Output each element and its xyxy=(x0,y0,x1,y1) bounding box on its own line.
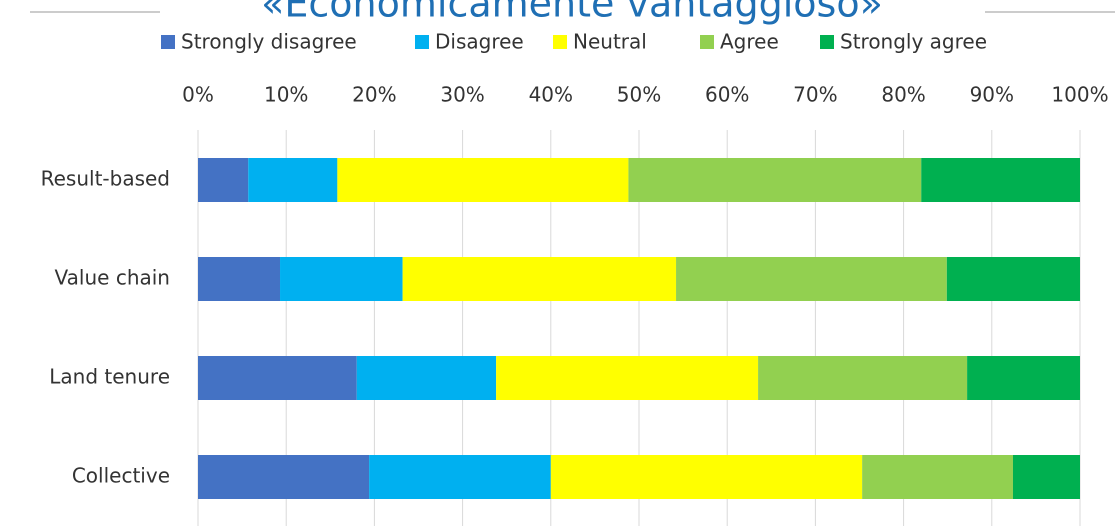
bar-segment xyxy=(198,356,357,400)
bar-segment xyxy=(921,158,1080,202)
bar-segment xyxy=(1012,455,1080,499)
legend-label: Strongly agree xyxy=(840,30,987,54)
x-tick-label: 100% xyxy=(1051,83,1108,107)
bar-segment xyxy=(676,257,947,301)
x-tick-label: 40% xyxy=(529,83,573,107)
bar-segment xyxy=(550,455,863,499)
legend-swatch xyxy=(161,35,175,49)
x-tick-label: 10% xyxy=(264,83,308,107)
y-tick-label: Value chain xyxy=(55,266,170,290)
x-tick-label: 0% xyxy=(182,83,214,107)
bar-segment xyxy=(198,158,249,202)
bar-segment xyxy=(356,356,497,400)
bar-segment xyxy=(198,257,281,301)
legend-swatch xyxy=(415,35,429,49)
bar-segment xyxy=(862,455,1013,499)
legend-swatch xyxy=(553,35,567,49)
bar-segment xyxy=(946,257,1080,301)
y-tick-label: Result-based xyxy=(41,167,170,191)
bar-segment xyxy=(628,158,922,202)
bar-segment xyxy=(967,356,1080,400)
chart-title: «Economicamente vantaggioso» xyxy=(261,0,883,26)
x-tick-label: 60% xyxy=(705,83,749,107)
x-tick-label: 50% xyxy=(617,83,661,107)
bar-segment xyxy=(402,257,677,301)
legend-swatch xyxy=(820,35,834,49)
bar-segment xyxy=(337,158,629,202)
legend-label: Strongly disagree xyxy=(181,30,357,54)
bar-segment xyxy=(496,356,759,400)
y-tick-label: Collective xyxy=(72,464,170,488)
bar-segment xyxy=(369,455,551,499)
x-tick-label: 30% xyxy=(440,83,484,107)
legend-label: Disagree xyxy=(435,30,524,54)
bar-segment xyxy=(280,257,403,301)
legend-label: Agree xyxy=(720,30,779,54)
bar-segment xyxy=(198,455,370,499)
x-tick-label: 90% xyxy=(970,83,1014,107)
x-tick-label: 20% xyxy=(352,83,396,107)
x-tick-label: 80% xyxy=(881,83,925,107)
y-tick-label: Land tenure xyxy=(49,365,170,389)
bar-segment xyxy=(758,356,968,400)
legend-label: Neutral xyxy=(573,30,647,54)
bar-segment xyxy=(248,158,338,202)
legend-swatch xyxy=(700,35,714,49)
x-tick-label: 70% xyxy=(793,83,837,107)
